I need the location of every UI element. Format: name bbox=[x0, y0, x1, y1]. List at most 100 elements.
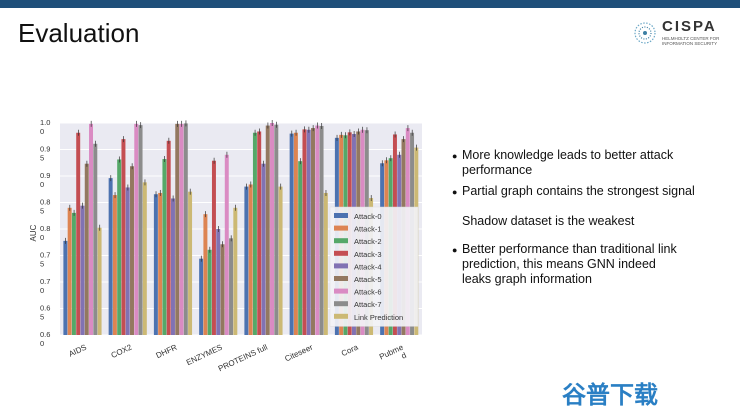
bar bbox=[216, 229, 221, 335]
bar bbox=[207, 249, 212, 335]
y-tick-label: 0.8 bbox=[40, 198, 50, 207]
bar bbox=[112, 195, 117, 335]
bullet-1-line2: performance bbox=[462, 163, 533, 177]
bullet-3-line2: prediction, this means GNN indeed bbox=[462, 257, 656, 271]
legend-label: Attack-3 bbox=[354, 250, 382, 259]
bar bbox=[248, 184, 253, 335]
bar bbox=[121, 139, 126, 335]
bar bbox=[166, 140, 171, 335]
bar bbox=[63, 240, 68, 335]
bar bbox=[220, 244, 225, 335]
plain-note: Shadow dataset is the weakest bbox=[462, 214, 635, 228]
legend-swatch bbox=[334, 301, 348, 307]
y-tick-label: 0.6 bbox=[40, 304, 50, 313]
bar bbox=[170, 198, 175, 335]
bullet-dot-icon: ● bbox=[452, 151, 458, 161]
bar bbox=[89, 123, 94, 336]
legend-label: Attack-7 bbox=[354, 300, 382, 309]
bar bbox=[224, 154, 229, 335]
cispa-emblem-icon bbox=[634, 22, 656, 44]
y-tick-label: 0.9 bbox=[40, 171, 50, 180]
bullet-1: ● More knowledge leads to better attack … bbox=[452, 148, 732, 178]
bar bbox=[265, 125, 270, 335]
cispa-logo: CISPA HELMHOLTZ CENTER FOR INFORMATION S… bbox=[632, 18, 736, 48]
y-tick-label: 5 bbox=[40, 154, 44, 163]
bar bbox=[289, 133, 294, 335]
bar bbox=[76, 132, 81, 335]
y-tick-label: 0.7 bbox=[40, 251, 50, 260]
logo-subtitle-line1: HELMHOLTZ CENTER FOR bbox=[662, 36, 720, 41]
x-tick-label: DHFR bbox=[155, 343, 179, 361]
bullet-dot-icon: ● bbox=[452, 187, 458, 197]
logo-subtitle-line2: INFORMATION SECURITY bbox=[662, 41, 718, 46]
bar bbox=[71, 212, 76, 335]
bar bbox=[97, 227, 102, 335]
bar bbox=[125, 187, 130, 335]
legend-swatch bbox=[334, 276, 348, 281]
bar bbox=[199, 258, 204, 335]
bar bbox=[188, 191, 193, 335]
bullet-3-line3: leaks graph information bbox=[462, 272, 592, 286]
legend-swatch bbox=[334, 263, 348, 269]
bar bbox=[138, 125, 143, 336]
bar bbox=[315, 125, 320, 335]
bar bbox=[278, 186, 283, 335]
bullet-3: ● Better performance than traditional li… bbox=[452, 242, 732, 287]
bullet-list: ● More knowledge leads to better attack … bbox=[452, 148, 732, 293]
bar bbox=[153, 194, 158, 335]
bullet-1-line1: More knowledge leads to better attack bbox=[462, 148, 674, 162]
bar bbox=[211, 160, 216, 335]
bar bbox=[293, 132, 298, 335]
bar bbox=[306, 129, 311, 335]
legend-swatch bbox=[334, 250, 348, 256]
slide-title: Evaluation bbox=[18, 18, 140, 48]
bar bbox=[67, 207, 72, 335]
legend-label: Attack-2 bbox=[354, 237, 382, 246]
bar bbox=[80, 205, 85, 335]
bar bbox=[117, 159, 122, 335]
legend-swatch bbox=[334, 238, 348, 244]
bar bbox=[108, 178, 113, 335]
x-tick-label: COX2 bbox=[110, 342, 134, 360]
y-axis-label: AUC bbox=[30, 224, 38, 241]
legend-label: Attack-4 bbox=[354, 262, 382, 271]
y-tick-label: 5 bbox=[40, 313, 44, 322]
x-tick-label: AIDS bbox=[67, 343, 88, 359]
legend-label: Attack-6 bbox=[354, 288, 382, 297]
bar bbox=[319, 125, 324, 335]
bar bbox=[134, 123, 139, 336]
legend-label: Attack-5 bbox=[354, 275, 382, 284]
legend-swatch bbox=[334, 225, 348, 231]
y-tick-label: 0.9 bbox=[40, 145, 50, 154]
x-tick-label: PROTEINS full bbox=[217, 343, 269, 374]
legend-swatch bbox=[334, 288, 348, 294]
y-tick-label: 0 bbox=[40, 127, 44, 136]
watermark-logo: 谷普下载 bbox=[562, 381, 658, 409]
bar bbox=[257, 131, 262, 335]
y-tick-label: 0.6 bbox=[40, 330, 50, 339]
bar bbox=[244, 186, 249, 335]
bar bbox=[270, 123, 275, 335]
bar bbox=[183, 123, 188, 335]
bullet-2-line1: Partial graph contains the strongest sig… bbox=[462, 184, 695, 198]
bar bbox=[93, 143, 98, 335]
bar bbox=[261, 163, 266, 335]
x-tick-label: Citeseer bbox=[283, 343, 314, 364]
y-tick-label: 0 bbox=[40, 339, 44, 348]
legend-label: Attack-0 bbox=[354, 212, 382, 221]
legend-swatch bbox=[334, 313, 348, 319]
bar bbox=[130, 166, 134, 335]
bar bbox=[311, 128, 315, 335]
x-tick-label: ENZYMES bbox=[185, 343, 224, 368]
legend-label: Link Prediction bbox=[354, 313, 403, 322]
bar bbox=[179, 123, 184, 336]
x-tick-label: Cora bbox=[340, 342, 360, 358]
y-tick-label: 0 bbox=[40, 286, 44, 295]
logo-name: CISPA bbox=[662, 18, 717, 35]
top-accent-bar bbox=[0, 0, 740, 8]
bar bbox=[302, 129, 307, 335]
bar bbox=[252, 132, 257, 335]
y-tick-label: 1.0 bbox=[40, 118, 50, 127]
y-tick-label: 5 bbox=[40, 260, 44, 269]
bar bbox=[158, 192, 163, 335]
